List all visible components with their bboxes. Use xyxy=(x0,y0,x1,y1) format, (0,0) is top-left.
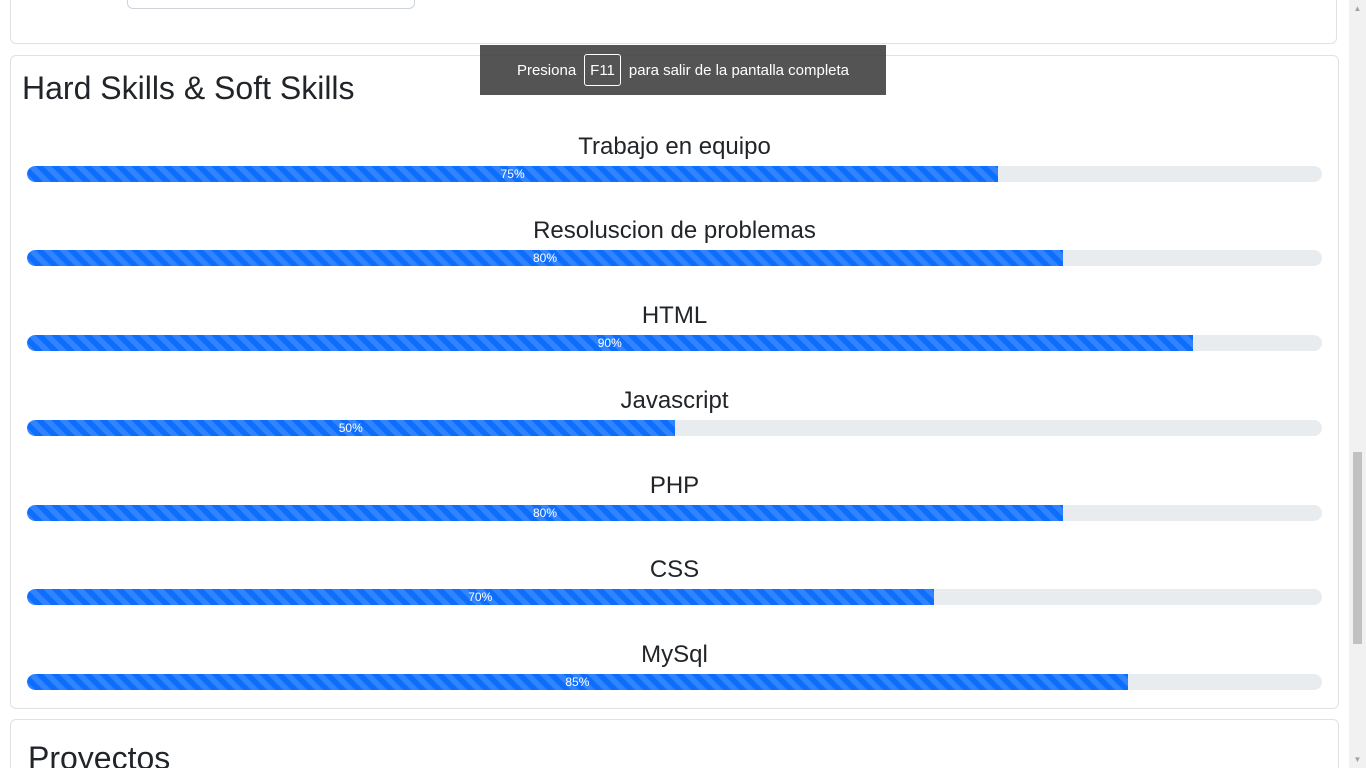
skill-name: PHP xyxy=(649,472,700,499)
skill-item: MySql 85% xyxy=(27,640,1322,690)
previous-section-inner-box xyxy=(127,0,415,9)
previous-section-card xyxy=(10,0,1337,44)
skills-title: Hard Skills & Soft Skills xyxy=(22,70,355,106)
skill-progress-track: 80% xyxy=(27,250,1322,266)
skill-progress-track: 85% xyxy=(27,674,1322,690)
skill-name: CSS xyxy=(649,556,700,583)
skill-progress-bar: 90% xyxy=(27,335,1193,351)
skill-progress-bar: 50% xyxy=(27,420,675,436)
skill-item: Trabajo en equipo 75% xyxy=(27,132,1322,182)
projects-card: Proyectos xyxy=(10,719,1339,768)
vertical-scrollbar[interactable]: ▲ ▼ xyxy=(1349,0,1366,768)
scrollbar-thumb[interactable] xyxy=(1353,452,1362,644)
skill-item: Javascript 50% xyxy=(27,386,1322,436)
skills-card: Hard Skills & Soft Skills Trabajo en equ… xyxy=(10,55,1339,709)
skill-item: Resoluscion de problemas 80% xyxy=(27,216,1322,266)
skill-progress-bar: 80% xyxy=(27,505,1063,521)
fullscreen-notice-suffix: para salir de la pantalla completa xyxy=(628,61,850,79)
fullscreen-notice-prefix: Presiona xyxy=(516,61,577,79)
scroll-down-arrow-icon[interactable]: ▼ xyxy=(1353,755,1362,764)
skill-progress-bar: 80% xyxy=(27,250,1063,266)
skill-item: HTML 90% xyxy=(27,301,1322,351)
scroll-up-arrow-icon[interactable]: ▲ xyxy=(1353,4,1362,13)
skill-progress-track: 75% xyxy=(27,166,1322,182)
skill-progress-track: 50% xyxy=(27,420,1322,436)
projects-title: Proyectos xyxy=(28,740,171,768)
skill-progress-track: 90% xyxy=(27,335,1322,351)
f11-key-badge: F11 xyxy=(584,54,621,86)
skill-name: HTML xyxy=(641,302,708,329)
skill-name: Resoluscion de problemas xyxy=(533,217,816,244)
skill-progress-bar: 75% xyxy=(27,166,999,182)
skill-progress-bar: 85% xyxy=(27,674,1128,690)
skill-name: MySql xyxy=(641,641,708,668)
skill-name: Javascript xyxy=(620,387,729,414)
skill-item: PHP 80% xyxy=(27,471,1322,521)
skill-name: Trabajo en equipo xyxy=(578,133,771,160)
skill-item: CSS 70% xyxy=(27,555,1322,605)
skill-progress-track: 80% xyxy=(27,505,1322,521)
fullscreen-exit-notice: Presiona F11 para salir de la pantalla c… xyxy=(480,45,886,95)
skill-progress-track: 70% xyxy=(27,589,1322,605)
skill-progress-bar: 70% xyxy=(27,589,934,605)
